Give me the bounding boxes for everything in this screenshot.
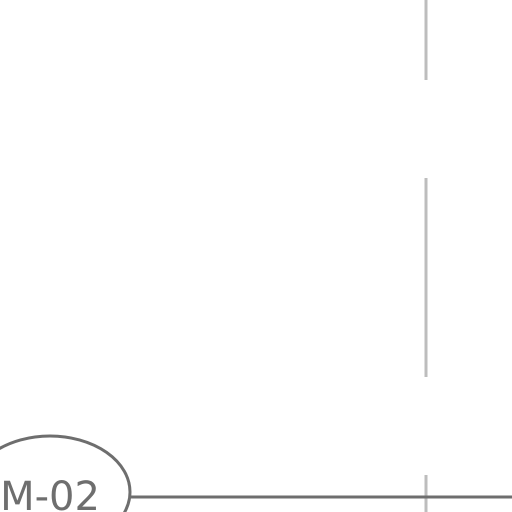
- tag-bubble: M-02: [0, 436, 130, 512]
- tag-label: M-02: [0, 474, 100, 512]
